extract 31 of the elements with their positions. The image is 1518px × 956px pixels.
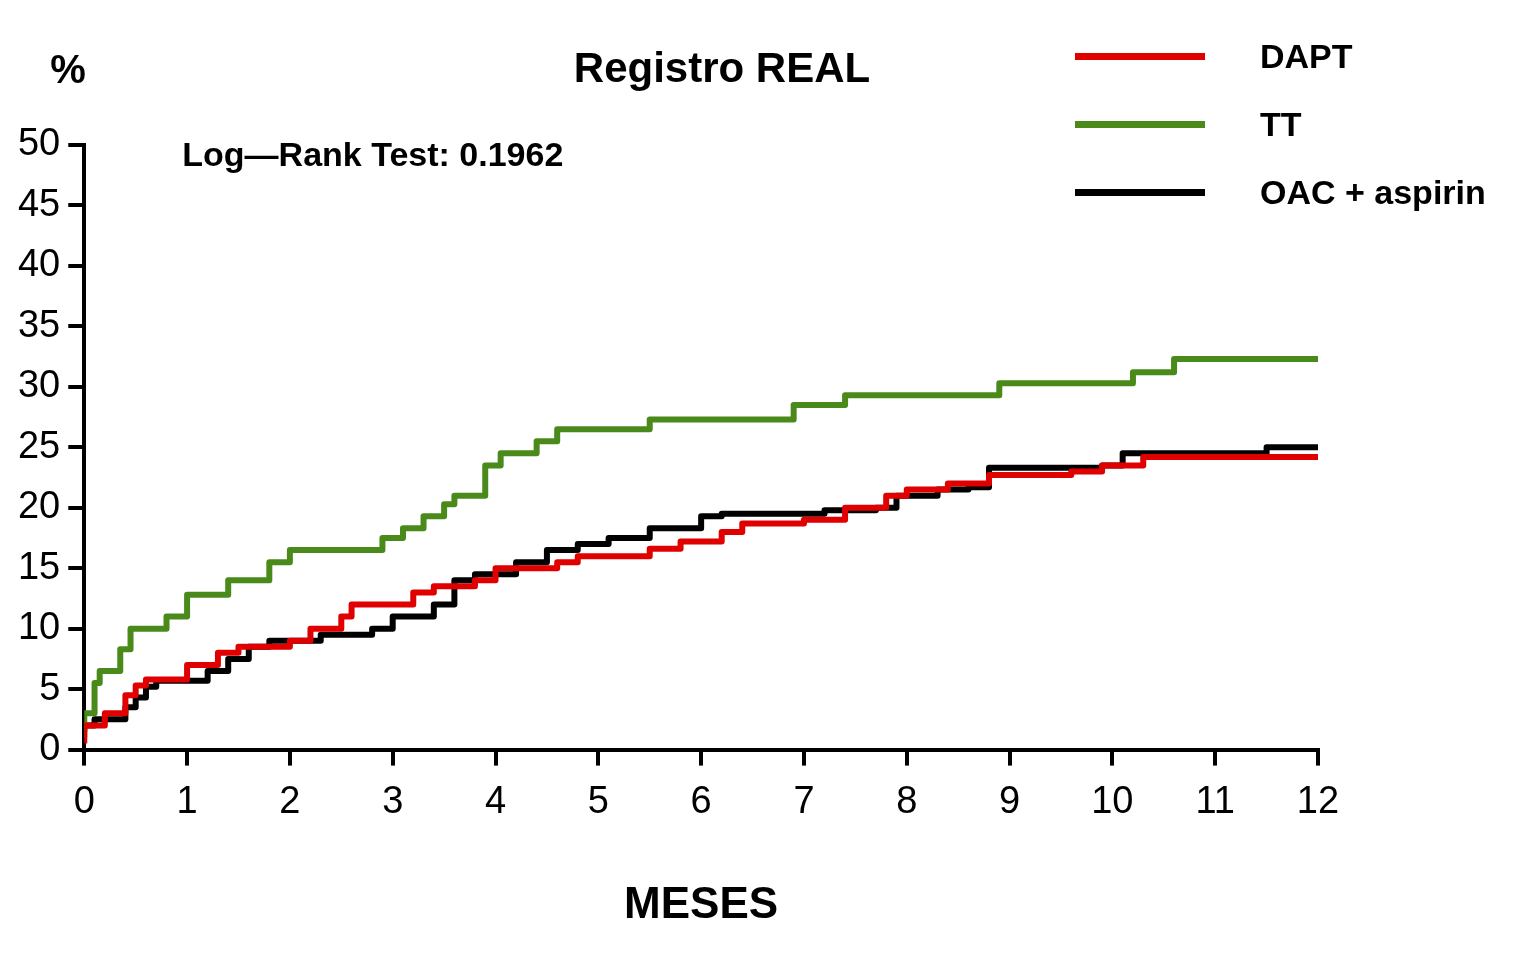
y-tick-label: 15 [17, 544, 61, 587]
x-tick-label: 4 [484, 778, 507, 821]
x-tick-label: 0 [73, 778, 95, 821]
legend-label: OAC + aspirin [1260, 172, 1486, 212]
x-axis-title: MESES [624, 877, 779, 927]
x-tick-label: 1 [176, 778, 198, 821]
y-axis-title: % [50, 47, 86, 92]
x-tick-label: 6 [690, 778, 712, 821]
y-tick-label: 30 [17, 363, 61, 406]
x-tick-label: 3 [382, 778, 404, 821]
legend-label: TT [1260, 104, 1302, 144]
x-tick-label: 2 [279, 778, 301, 821]
x-tick-label: 10 [1091, 778, 1134, 821]
x-tick-label: 8 [896, 778, 918, 821]
y-tick-label: 5 [39, 665, 61, 708]
chart-title: Registro REAL [573, 43, 871, 91]
x-tick-label: 12 [1296, 778, 1340, 821]
x-tick-label: 5 [587, 778, 609, 821]
x-tick-label: 9 [999, 778, 1021, 821]
y-tick-label: 20 [17, 484, 61, 527]
y-tick-label: 50 [17, 121, 61, 164]
y-tick-label: 40 [17, 242, 61, 285]
y-tick-label: 45 [17, 181, 61, 224]
y-tick-label: 35 [17, 302, 61, 345]
x-tick-label: 11 [1195, 778, 1235, 821]
y-tick-label: 0 [39, 726, 61, 769]
annotation: Log—Rank Test: 0.1962 [182, 135, 564, 174]
y-tick-label: 10 [17, 605, 61, 648]
y-tick-label: 25 [17, 423, 61, 466]
x-tick-label: 7 [793, 778, 815, 821]
legend-label: DAPT [1260, 36, 1353, 76]
